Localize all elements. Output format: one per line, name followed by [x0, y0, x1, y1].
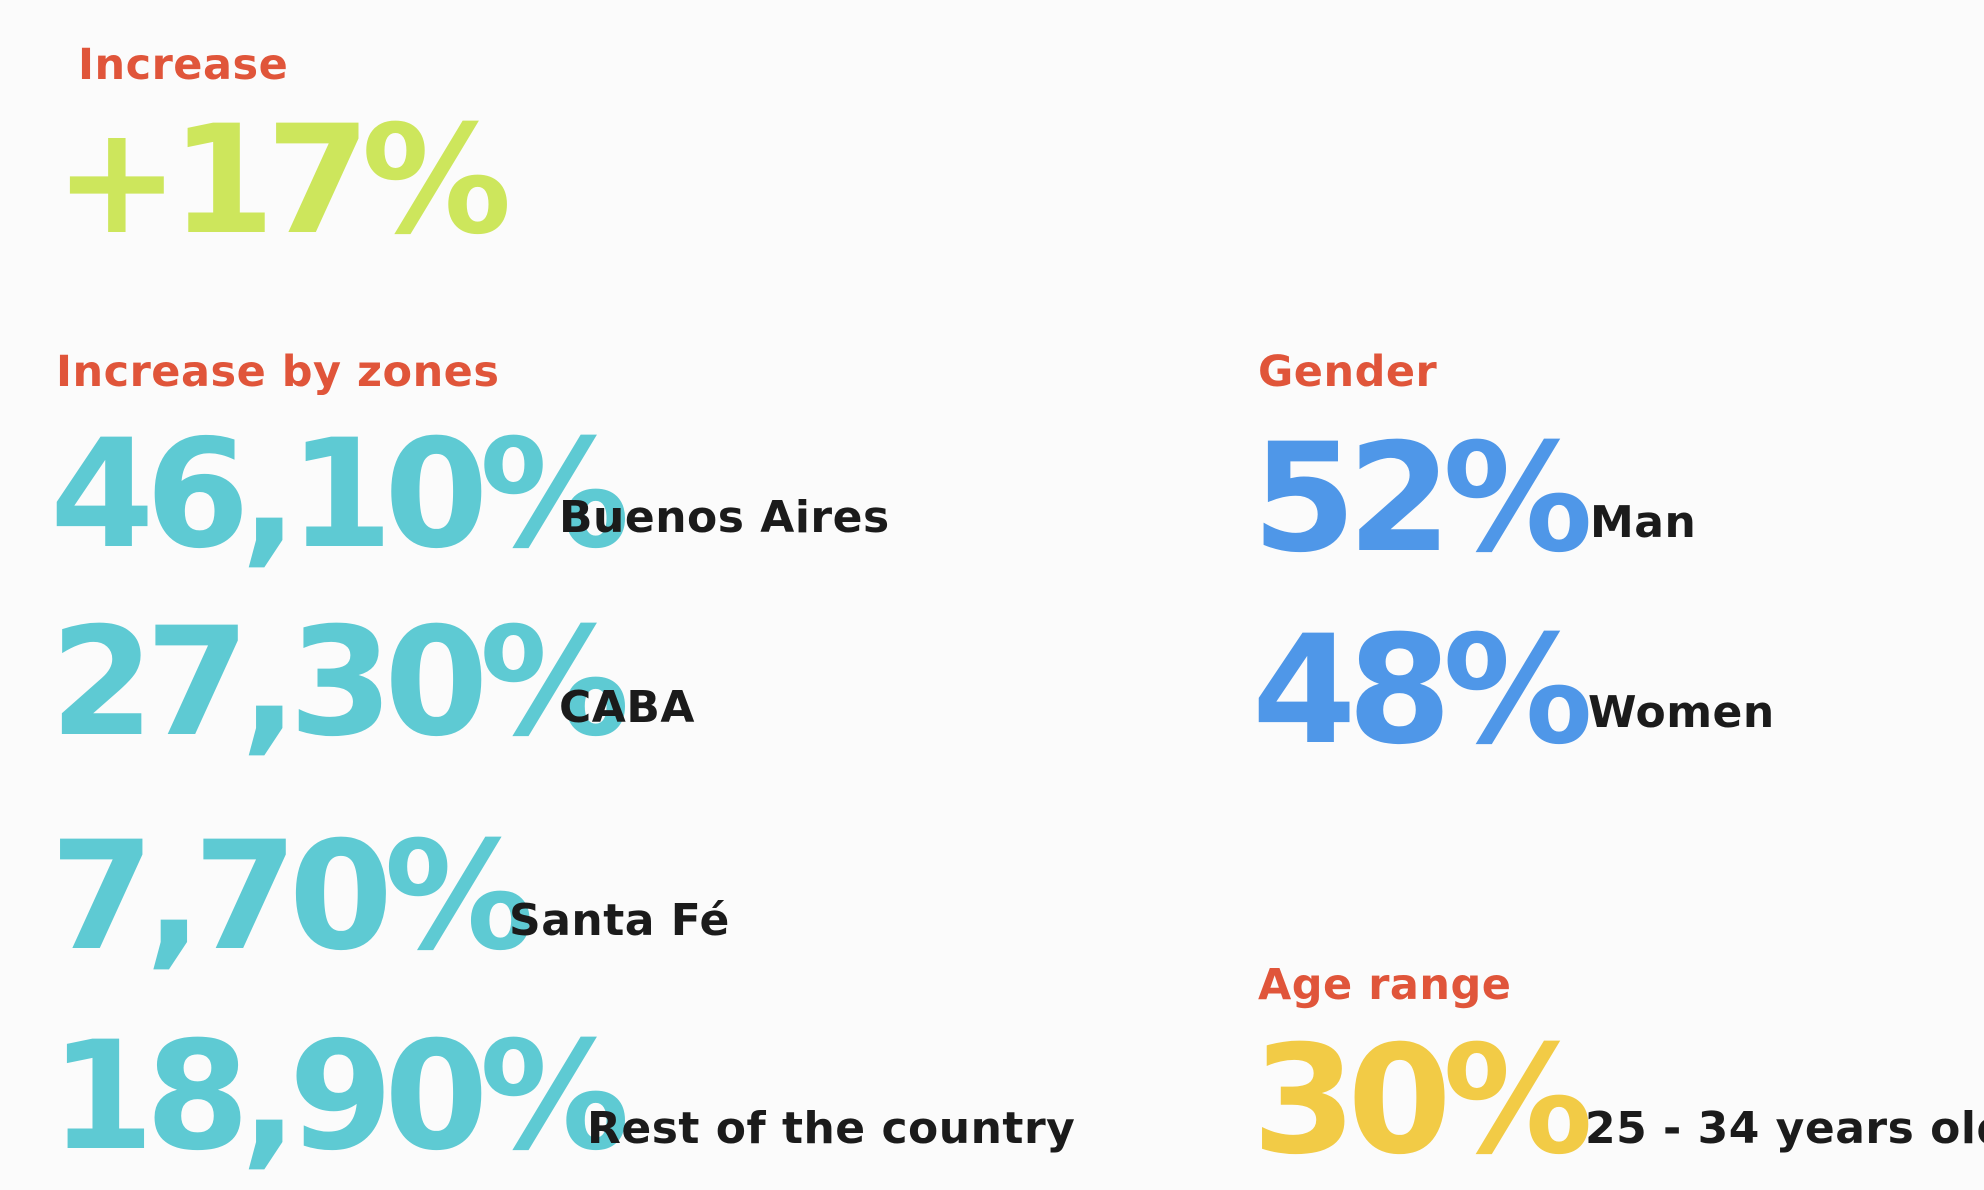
zone-value-santa-fe: 7,70%: [50, 810, 534, 984]
age-value: 30%: [1252, 1014, 1593, 1188]
increase-value: +17%: [54, 94, 512, 268]
gender-heading: Gender: [1258, 347, 1438, 397]
zone-label-buenos-aires: Buenos Aires: [559, 492, 890, 543]
age-label: 25 - 34 years old: [1585, 1103, 1984, 1154]
increase-heading: Increase: [78, 40, 289, 90]
gender-value-man: 52%: [1252, 412, 1593, 586]
zone-label-rest-of-country: Rest of the country: [587, 1103, 1076, 1154]
zone-value-rest-of-country: 18,90%: [50, 1010, 630, 1184]
zone-label-caba: CABA: [559, 682, 695, 733]
gender-value-women: 48%: [1252, 604, 1593, 778]
zone-label-santa-fe: Santa Fé: [509, 895, 730, 946]
zone-value-buenos-aires: 46,10%: [50, 408, 630, 582]
gender-label-women: Women: [1588, 687, 1775, 738]
zone-value-caba: 27,30%: [50, 596, 630, 770]
gender-label-man: Man: [1590, 497, 1697, 548]
age-heading: Age range: [1258, 960, 1512, 1010]
zones-heading: Increase by zones: [56, 347, 500, 397]
